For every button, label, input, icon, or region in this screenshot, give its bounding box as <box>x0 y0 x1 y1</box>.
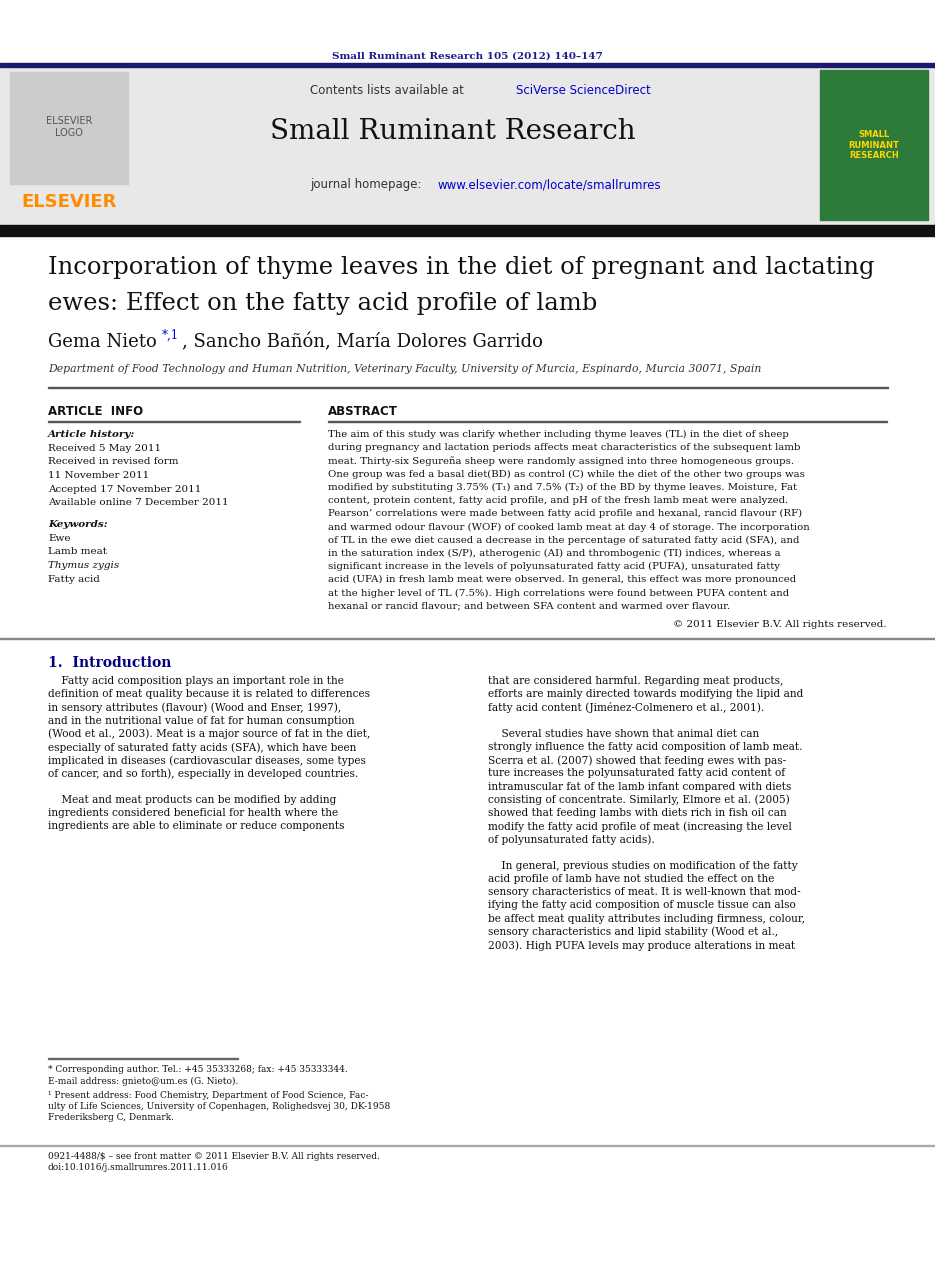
Text: in sensory attributes (flavour) (Wood and Enser, 1997),: in sensory attributes (flavour) (Wood an… <box>48 703 341 713</box>
Text: modified by substituting 3.75% (T₁) and 7.5% (T₂) of the BD by thyme leaves. Moi: modified by substituting 3.75% (T₁) and … <box>328 482 797 492</box>
Text: strongly influence the fatty acid composition of lamb meat.: strongly influence the fatty acid compos… <box>488 742 802 752</box>
Text: of TL in the ewe diet caused a decrease in the percentage of saturated fatty aci: of TL in the ewe diet caused a decrease … <box>328 536 799 544</box>
Text: of cancer, and so forth), especially in developed countries.: of cancer, and so forth), especially in … <box>48 768 358 779</box>
Text: Fatty acid: Fatty acid <box>48 575 100 584</box>
Text: www.elsevier.com/locate/smallrumres: www.elsevier.com/locate/smallrumres <box>438 179 662 191</box>
Text: Lamb meat: Lamb meat <box>48 547 107 557</box>
Text: efforts are mainly directed towards modifying the lipid and: efforts are mainly directed towards modi… <box>488 689 803 699</box>
Text: implicated in diseases (cardiovascular diseases, some types: implicated in diseases (cardiovascular d… <box>48 756 366 766</box>
Text: SMALL
RUMINANT
RESEARCH: SMALL RUMINANT RESEARCH <box>849 130 899 160</box>
Text: consisting of concentrate. Similarly, Elmore et al. (2005): consisting of concentrate. Similarly, El… <box>488 795 790 805</box>
Text: especially of saturated fatty acids (SFA), which have been: especially of saturated fatty acids (SFA… <box>48 742 356 752</box>
Text: Gema Nieto: Gema Nieto <box>48 333 157 351</box>
Text: Fatty acid composition plays an important role in the: Fatty acid composition plays an importan… <box>48 676 344 686</box>
Text: *,1: *,1 <box>162 329 180 342</box>
Text: at the higher level of TL (7.5%). High correlations were found between PUFA cont: at the higher level of TL (7.5%). High c… <box>328 589 789 598</box>
Text: modify the fatty acid profile of meat (increasing the level: modify the fatty acid profile of meat (i… <box>488 822 792 832</box>
Text: ewes: Effect on the fatty acid profile of lamb: ewes: Effect on the fatty acid profile o… <box>48 292 597 315</box>
Text: SciVerse ScienceDirect: SciVerse ScienceDirect <box>516 84 651 97</box>
Bar <box>10 72 128 184</box>
Text: Accepted 17 November 2011: Accepted 17 November 2011 <box>48 485 201 494</box>
Text: sensory characteristics of meat. It is well-known that mod-: sensory characteristics of meat. It is w… <box>488 887 800 898</box>
Text: Several studies have shown that animal diet can: Several studies have shown that animal d… <box>488 729 759 739</box>
Text: One group was fed a basal diet(BD) as control (C) while the diet of the other tw: One group was fed a basal diet(BD) as co… <box>328 470 805 479</box>
Text: 11 November 2011: 11 November 2011 <box>48 471 150 480</box>
Text: be affect meat quality attributes including firmness, colour,: be affect meat quality attributes includ… <box>488 914 805 924</box>
Text: Ewe: Ewe <box>48 534 70 543</box>
Text: Contents lists available at: Contents lists available at <box>310 84 468 97</box>
Text: ulty of Life Sciences, University of Copenhagen, Rolighedsvej 30, DK-1958: ulty of Life Sciences, University of Cop… <box>48 1101 390 1112</box>
Text: that are considered harmful. Regarding meat products,: that are considered harmful. Regarding m… <box>488 676 784 686</box>
Text: showed that feeding lambs with diets rich in fish oil can: showed that feeding lambs with diets ric… <box>488 808 786 818</box>
Text: Received 5 May 2011: Received 5 May 2011 <box>48 444 161 453</box>
Text: hexanal or rancid flavour; and between SFA content and warmed over flavour.: hexanal or rancid flavour; and between S… <box>328 601 730 610</box>
Text: content, protein content, fatty acid profile, and pH of the fresh lamb meat were: content, protein content, fatty acid pro… <box>328 496 788 505</box>
Text: Incorporation of thyme leaves in the diet of pregnant and lactating: Incorporation of thyme leaves in the die… <box>48 256 874 279</box>
Text: in the saturation index (S/P), atherogenic (AI) and thrombogenic (TI) indices, w: in the saturation index (S/P), atherogen… <box>328 548 781 558</box>
Text: ture increases the polyunsaturated fatty acid content of: ture increases the polyunsaturated fatty… <box>488 768 785 779</box>
Text: acid profile of lamb have not studied the effect on the: acid profile of lamb have not studied th… <box>488 874 774 884</box>
Text: Meat and meat products can be modified by adding: Meat and meat products can be modified b… <box>48 795 337 805</box>
Text: ingredients considered beneficial for health where the: ingredients considered beneficial for he… <box>48 808 338 818</box>
Text: The aim of this study was clarify whether including thyme leaves (TL) in the die: The aim of this study was clarify whethe… <box>328 430 789 439</box>
Text: , Sancho Bañón, María Dolores Garrido: , Sancho Bañón, María Dolores Garrido <box>182 333 543 351</box>
Text: © 2011 Elsevier B.V. All rights reserved.: © 2011 Elsevier B.V. All rights reserved… <box>673 620 887 629</box>
Text: 1.  Introduction: 1. Introduction <box>48 656 171 670</box>
Bar <box>0 67 935 225</box>
Text: Scerra et al. (2007) showed that feeding ewes with pas-: Scerra et al. (2007) showed that feeding… <box>488 756 786 766</box>
Text: E-mail address: gnieto@um.es (G. Nieto).: E-mail address: gnieto@um.es (G. Nieto). <box>48 1077 238 1086</box>
Text: Small Ruminant Research: Small Ruminant Research <box>270 118 636 146</box>
Text: ELSEVIER: ELSEVIER <box>22 192 117 211</box>
Text: Department of Food Technology and Human Nutrition, Veterinary Faculty, Universit: Department of Food Technology and Human … <box>48 365 761 373</box>
Text: Received in revised form: Received in revised form <box>48 457 179 466</box>
Text: meat. Thirty-six Segureña sheep were randomly assigned into three homogeneous gr: meat. Thirty-six Segureña sheep were ran… <box>328 457 794 466</box>
Text: and in the nutritional value of fat for human consumption: and in the nutritional value of fat for … <box>48 715 354 725</box>
Text: fatty acid content (Jiménez-Colmenero et al., 2001).: fatty acid content (Jiménez-Colmenero et… <box>488 703 764 714</box>
Text: 2003). High PUFA levels may produce alterations in meat: 2003). High PUFA levels may produce alte… <box>488 939 795 951</box>
Text: of polyunsaturated fatty acids).: of polyunsaturated fatty acids). <box>488 834 654 844</box>
Text: ifying the fatty acid composition of muscle tissue can also: ifying the fatty acid composition of mus… <box>488 900 796 910</box>
Text: Pearson’ correlations were made between fatty acid profile and hexanal, rancid f: Pearson’ correlations were made between … <box>328 509 802 518</box>
Text: Frederiksberg C, Denmark.: Frederiksberg C, Denmark. <box>48 1113 174 1122</box>
Text: ARTICLE  INFO: ARTICLE INFO <box>48 405 143 418</box>
Text: significant increase in the levels of polyunsaturated fatty acid (PUFA), unsatur: significant increase in the levels of po… <box>328 562 780 571</box>
Text: during pregnancy and lactation periods affects meat characteristics of the subse: during pregnancy and lactation periods a… <box>328 443 800 452</box>
Text: ingredients are able to eliminate or reduce components: ingredients are able to eliminate or red… <box>48 822 344 832</box>
Text: Available online 7 December 2011: Available online 7 December 2011 <box>48 498 229 506</box>
Bar <box>0 63 935 67</box>
Text: ELSEVIER
LOGO: ELSEVIER LOGO <box>46 116 93 138</box>
Text: 0921-4488/$ – see front matter © 2011 Elsevier B.V. All rights reserved.: 0921-4488/$ – see front matter © 2011 El… <box>48 1152 380 1161</box>
Text: sensory characteristics and lipid stability (Wood et al.,: sensory characteristics and lipid stabil… <box>488 927 778 937</box>
Text: acid (UFA) in fresh lamb meat were observed. In general, this effect was more pr: acid (UFA) in fresh lamb meat were obser… <box>328 575 796 585</box>
Bar <box>820 70 928 220</box>
Bar <box>0 225 935 235</box>
Text: (Wood et al., 2003). Meat is a major source of fat in the diet,: (Wood et al., 2003). Meat is a major sou… <box>48 729 370 739</box>
Text: doi:10.1016/j.smallrumres.2011.11.016: doi:10.1016/j.smallrumres.2011.11.016 <box>48 1163 229 1172</box>
Text: and warmed odour flavour (WOF) of cooked lamb meat at day 4 of storage. The inco: and warmed odour flavour (WOF) of cooked… <box>328 523 810 532</box>
Text: In general, previous studies on modification of the fatty: In general, previous studies on modifica… <box>488 861 798 871</box>
Text: Article history:: Article history: <box>48 430 136 439</box>
Text: Thymus zygis: Thymus zygis <box>48 561 120 570</box>
Text: intramuscular fat of the lamb infant compared with diets: intramuscular fat of the lamb infant com… <box>488 781 791 791</box>
Text: Small Ruminant Research 105 (2012) 140–147: Small Ruminant Research 105 (2012) 140–1… <box>332 52 602 61</box>
Text: definition of meat quality because it is related to differences: definition of meat quality because it is… <box>48 689 370 699</box>
Text: ¹ Present address: Food Chemistry, Department of Food Science, Fac-: ¹ Present address: Food Chemistry, Depar… <box>48 1091 368 1100</box>
Text: * Corresponding author. Tel.: +45 35333268; fax: +45 35333344.: * Corresponding author. Tel.: +45 353332… <box>48 1065 348 1074</box>
Text: Keywords:: Keywords: <box>48 520 108 529</box>
Text: journal homepage:: journal homepage: <box>310 179 425 191</box>
Text: ABSTRACT: ABSTRACT <box>328 405 398 418</box>
